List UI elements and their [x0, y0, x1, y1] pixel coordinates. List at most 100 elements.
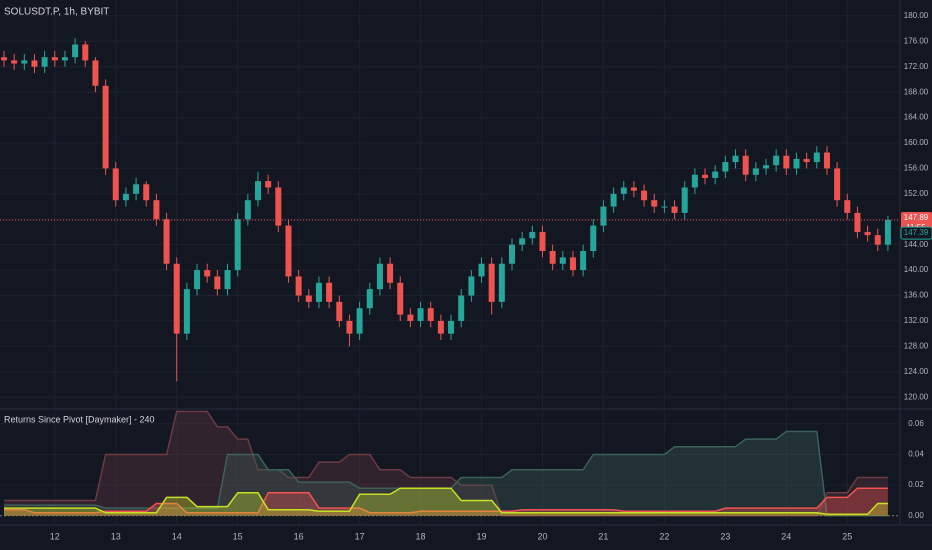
- y-tick-label: 0.06: [908, 419, 924, 428]
- x-tick-label: 22: [659, 531, 669, 541]
- area-line: [4, 410, 888, 517]
- candle-body: [214, 276, 221, 290]
- candle-body: [661, 206, 668, 208]
- indicator-title: Returns Since Pivot [Daymaker] - 240: [4, 414, 155, 424]
- candle-body: [742, 155, 749, 175]
- candle-body: [234, 219, 241, 271]
- y-tick-label: 172.00: [904, 62, 929, 71]
- candle-body: [600, 206, 607, 226]
- candle-body: [478, 263, 485, 277]
- y-tick-label: 140.00: [904, 265, 929, 274]
- x-tick-label: 21: [598, 531, 608, 541]
- candle-body: [21, 60, 28, 64]
- y-tick-label: 0.00: [908, 511, 924, 520]
- price-pane: [0, 38, 900, 382]
- last-price-label: 147.89: [904, 213, 929, 222]
- marker-price-label: 147.39: [904, 228, 929, 237]
- candle-body: [143, 184, 150, 201]
- candle-body: [702, 174, 709, 178]
- candle-body: [539, 231, 546, 252]
- candle-body: [204, 270, 211, 277]
- candle-body: [671, 206, 678, 213]
- candle-body: [122, 193, 129, 201]
- y-tick-label: 132.00: [904, 316, 929, 325]
- axes: 120.00124.00128.00132.00136.00140.00144.…: [50, 11, 932, 541]
- candle-body: [133, 184, 140, 194]
- candle-body: [803, 158, 810, 163]
- y-tick-label: 156.00: [904, 164, 929, 173]
- candle-body: [51, 57, 58, 61]
- candle-body: [641, 190, 648, 201]
- candle-body: [1, 57, 7, 61]
- candle-body: [580, 251, 587, 271]
- y-tick-label: 152.00: [904, 189, 929, 198]
- candle-body: [549, 251, 556, 264]
- candle-body: [651, 200, 658, 207]
- area-line: [4, 487, 888, 514]
- candle-body: [31, 60, 38, 67]
- x-tick-label: 20: [537, 531, 547, 541]
- candle-body: [448, 320, 455, 334]
- y-tick-label: 0.02: [908, 480, 924, 489]
- candle-body: [163, 219, 170, 264]
- candle-body: [793, 158, 800, 169]
- candle-body: [366, 289, 373, 309]
- x-tick-label: 13: [111, 531, 121, 541]
- candle-body: [437, 320, 444, 334]
- candle-body: [295, 276, 302, 296]
- candle-body: [72, 44, 79, 58]
- y-tick-label: 164.00: [904, 113, 929, 122]
- candle-body: [356, 308, 363, 334]
- candle-body: [173, 263, 180, 334]
- x-tick-label: 16: [294, 531, 304, 541]
- y-tick-label: 128.00: [904, 341, 929, 350]
- marker-price-box: [900, 226, 932, 240]
- candle-body: [834, 168, 841, 201]
- candle-body: [783, 155, 790, 169]
- candle-body: [773, 155, 780, 166]
- x-tick-label: 15: [233, 531, 243, 541]
- candle-body: [224, 270, 231, 290]
- candle-body: [854, 212, 861, 232]
- candle-body: [498, 263, 505, 302]
- candle-body: [61, 57, 68, 61]
- x-tick-label: 19: [477, 531, 487, 541]
- candle-body: [509, 244, 515, 264]
- candle-body: [315, 282, 322, 302]
- candle-body: [92, 60, 99, 86]
- y-tick-label: 168.00: [904, 87, 929, 96]
- candle-body: [41, 57, 48, 67]
- candle-body: [610, 193, 617, 207]
- candle-body: [519, 238, 526, 245]
- candle-body: [427, 308, 434, 321]
- candle-body: [681, 187, 688, 213]
- candle-body: [346, 320, 353, 334]
- candle-body: [864, 231, 871, 236]
- candle-body: [336, 301, 343, 321]
- y-tick-label: 180.00: [904, 11, 929, 20]
- candle-body: [305, 295, 312, 302]
- y-tick-label: 124.00: [904, 367, 929, 376]
- candle-body: [620, 187, 627, 194]
- candle-body: [630, 187, 637, 191]
- area-fill: [4, 411, 888, 516]
- x-tick-label: 24: [781, 531, 791, 541]
- candle-body: [823, 152, 830, 169]
- candle-body: [11, 60, 18, 64]
- y-tick-label: 120.00: [904, 392, 929, 401]
- candle-body: [194, 270, 201, 290]
- x-tick-label: 14: [172, 531, 182, 541]
- y-tick-label: 144.00: [904, 240, 929, 249]
- y-tick-label: 0.04: [908, 450, 924, 459]
- candle-body: [732, 155, 739, 163]
- candle-body: [275, 187, 282, 226]
- candle-body: [285, 225, 292, 277]
- candle-body: [255, 181, 261, 201]
- candle-body: [407, 314, 414, 321]
- chart-title: SOLUSDT.P, 1h, BYBIT: [4, 7, 109, 18]
- y-tick-label: 160.00: [904, 138, 929, 147]
- candle-body: [112, 168, 119, 201]
- candle-body: [183, 289, 190, 334]
- candle-body: [874, 235, 881, 245]
- candle-body: [417, 308, 424, 321]
